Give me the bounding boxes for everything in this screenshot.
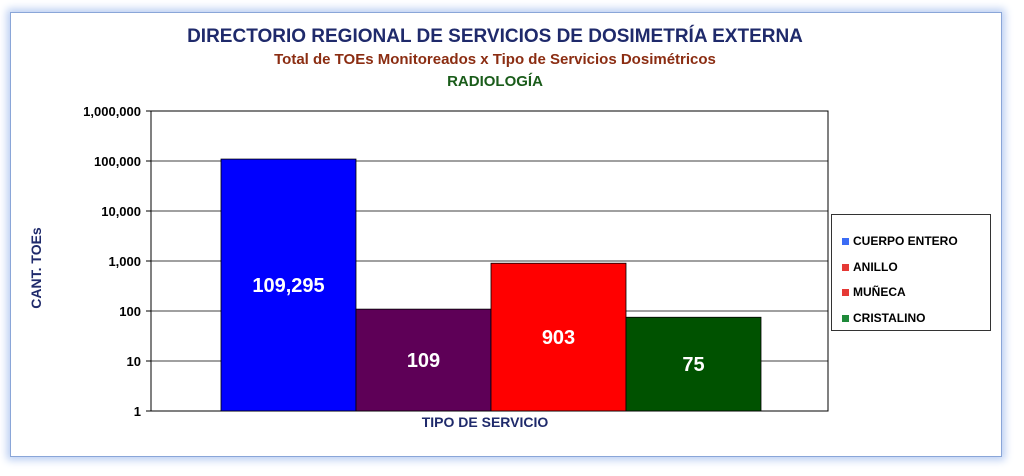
legend-swatch-anillo xyxy=(842,263,849,271)
legend-item-anillo: ANILLO xyxy=(842,260,898,274)
y-tick-label-3: 1,000 xyxy=(108,254,141,269)
legend-swatch-muneca xyxy=(842,288,849,296)
bar-anillo xyxy=(355,308,492,412)
data-label-anillo: 109 xyxy=(407,350,440,372)
legend-item-cristalino: CRISTALINO xyxy=(842,311,925,325)
legend-item-muneca: MUÑECA xyxy=(842,285,906,299)
y-tick-label-2: 100 xyxy=(119,304,141,319)
legend-item-cuerpo-entero: CUERPO ENTERO xyxy=(842,234,958,248)
legend-swatch-cuerpo-entero xyxy=(842,237,849,245)
legend-label-muneca: MUÑECA xyxy=(853,285,906,299)
chart-subtitle-2: RADIOLOGÍA xyxy=(447,73,543,90)
bar-cuerpo-entero xyxy=(220,158,357,412)
y-tick-label-5: 100,000 xyxy=(94,154,141,169)
chart-title: DIRECTORIO REGIONAL DE SERVICIOS DE DOSI… xyxy=(187,26,803,47)
data-label-muneca: 903 xyxy=(542,327,575,349)
bar-muneca xyxy=(490,262,627,412)
legend-label-anillo: ANILLO xyxy=(853,260,898,274)
data-label-cuerpo-entero: 109,295 xyxy=(252,275,324,297)
x-axis-label: TIPO DE SERVICIO xyxy=(421,414,549,430)
legend: CUERPO ENTERO ANILLO MUÑECA CRISTALINO xyxy=(831,214,991,331)
y-tick-label-0: 1 xyxy=(134,404,141,419)
y-tick-label-4: 10,000 xyxy=(101,204,141,219)
legend-label-cuerpo-entero: CUERPO ENTERO xyxy=(853,234,958,248)
y-tick-label-6: 1,000,000 xyxy=(83,104,141,119)
data-label-cristalino: 75 xyxy=(682,354,704,376)
legend-label-cristalino: CRISTALINO xyxy=(853,311,926,325)
chart-subtitle: Total de TOEs Monitoreados x Tipo de Ser… xyxy=(274,51,716,68)
legend-swatch-cristalino xyxy=(842,314,849,322)
bar-cristalino xyxy=(625,316,762,412)
y-tick-label-1: 10 xyxy=(127,354,141,369)
